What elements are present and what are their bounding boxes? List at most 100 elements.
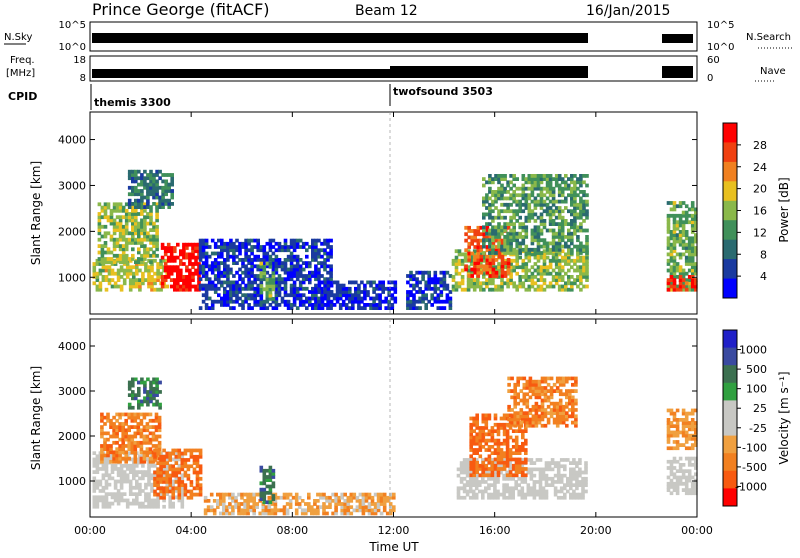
heatmap-cell (682, 220, 686, 224)
heatmap-cell (565, 380, 569, 384)
heatmap-cell (301, 508, 305, 512)
heatmap-cell (539, 458, 543, 462)
heatmap-cell (152, 196, 156, 200)
heatmap-cell (562, 392, 566, 396)
heatmap-cell (554, 461, 558, 465)
heatmap-cell (509, 448, 513, 452)
heatmap-cell (518, 461, 522, 465)
heatmap-cell (170, 278, 174, 282)
heatmap-cell (146, 393, 150, 397)
freq-tick-bottom: 8 (80, 73, 86, 84)
heatmap-cell (119, 202, 123, 206)
heatmap-cell (570, 193, 574, 197)
heatmap-cell (111, 285, 115, 289)
heatmap-cell (574, 380, 578, 384)
heatmap-cell (528, 203, 532, 207)
heatmap-cell (500, 442, 504, 446)
heatmap-cell (534, 281, 538, 285)
heatmap-cell (120, 275, 124, 279)
heatmap-cell (100, 416, 104, 420)
heatmap-cell (269, 488, 273, 492)
heatmap-cell (232, 274, 236, 278)
heatmap-cell (578, 468, 582, 472)
heatmap-cell (482, 238, 486, 242)
heatmap-cell (571, 411, 575, 415)
heatmap-cell (162, 486, 166, 490)
heatmap-cell (223, 258, 227, 262)
heatmap-cell (552, 219, 556, 223)
heatmap-cell (128, 257, 132, 261)
heatmap-cell (137, 387, 141, 391)
heatmap-cell (482, 216, 486, 220)
heatmap-cell (129, 278, 133, 282)
heatmap-cell (485, 432, 489, 436)
heatmap-cell (482, 251, 486, 255)
heatmap-cell (544, 424, 548, 428)
heatmap-cell (510, 408, 514, 412)
heatmap-cell (579, 174, 583, 178)
heatmap-cell (119, 206, 123, 210)
heatmap-cell (146, 447, 150, 451)
heatmap-cell (129, 464, 133, 468)
heatmap-cell (458, 272, 462, 276)
freq-trace-3 (662, 66, 693, 78)
power-cells (93, 170, 698, 310)
heatmap-cell (110, 209, 114, 213)
heatmap-cell (109, 460, 113, 464)
heatmap-cell (143, 170, 147, 174)
heatmap-cell (153, 499, 157, 503)
heatmap-cell (561, 209, 565, 213)
heatmap-cell (553, 402, 557, 406)
heatmap-cell (500, 203, 504, 207)
heatmap-cell (553, 389, 557, 393)
heatmap-cell (585, 285, 589, 289)
heatmap-cell (554, 474, 558, 478)
heatmap-cell (250, 281, 254, 285)
heatmap-cell (578, 458, 582, 462)
heatmap-cell (214, 274, 218, 278)
heatmap-cell (345, 303, 349, 307)
heatmap-cell (184, 452, 188, 456)
heatmap-cell (571, 389, 575, 393)
heatmap-cell (418, 306, 422, 310)
heatmap-cell (509, 209, 513, 213)
heatmap-cell (371, 508, 375, 512)
heatmap-cell (482, 281, 486, 285)
heatmap-cell (146, 196, 150, 200)
heatmap-cell (93, 470, 97, 474)
heatmap-cell (326, 252, 330, 256)
heatmap-cell (266, 278, 270, 282)
heatmap-cell (496, 477, 500, 481)
heatmap-cell (500, 216, 504, 220)
heatmap-cell (210, 493, 214, 497)
heatmap-cell (585, 193, 589, 197)
heatmap-cell (93, 262, 97, 266)
heatmap-cell (464, 239, 468, 243)
heatmap-cell (560, 474, 564, 478)
heatmap-cell (553, 411, 557, 415)
heatmap-cell (499, 493, 503, 497)
heatmap-cell (249, 493, 253, 497)
nsky-panel: N.Sky 10^5 10^0 10^5 10^0 N.Search (4, 20, 794, 53)
heatmap-cell (484, 480, 488, 484)
heatmap-cell (691, 236, 695, 240)
heatmap-cell (406, 274, 410, 278)
heatmap-cell (266, 306, 270, 310)
heatmap-cell (170, 202, 174, 206)
freq-trace-2 (390, 66, 588, 78)
heatmap-cell (272, 494, 276, 498)
heatmap-cell (256, 239, 260, 243)
heatmap-cell (500, 423, 504, 427)
heatmap-cell (329, 252, 333, 256)
heatmap-cell (162, 505, 166, 509)
heatmap-cell (570, 248, 574, 252)
heatmap-cell (102, 473, 106, 477)
heatmap-cell (515, 177, 519, 181)
heatmap-cell (128, 212, 132, 216)
heatmap-cell (129, 492, 133, 496)
heatmap-cell (524, 477, 528, 481)
heatmap-cell (250, 258, 254, 262)
heatmap-cell (543, 200, 547, 204)
heatmap-cell (109, 444, 113, 448)
heatmap-cell (389, 502, 393, 506)
